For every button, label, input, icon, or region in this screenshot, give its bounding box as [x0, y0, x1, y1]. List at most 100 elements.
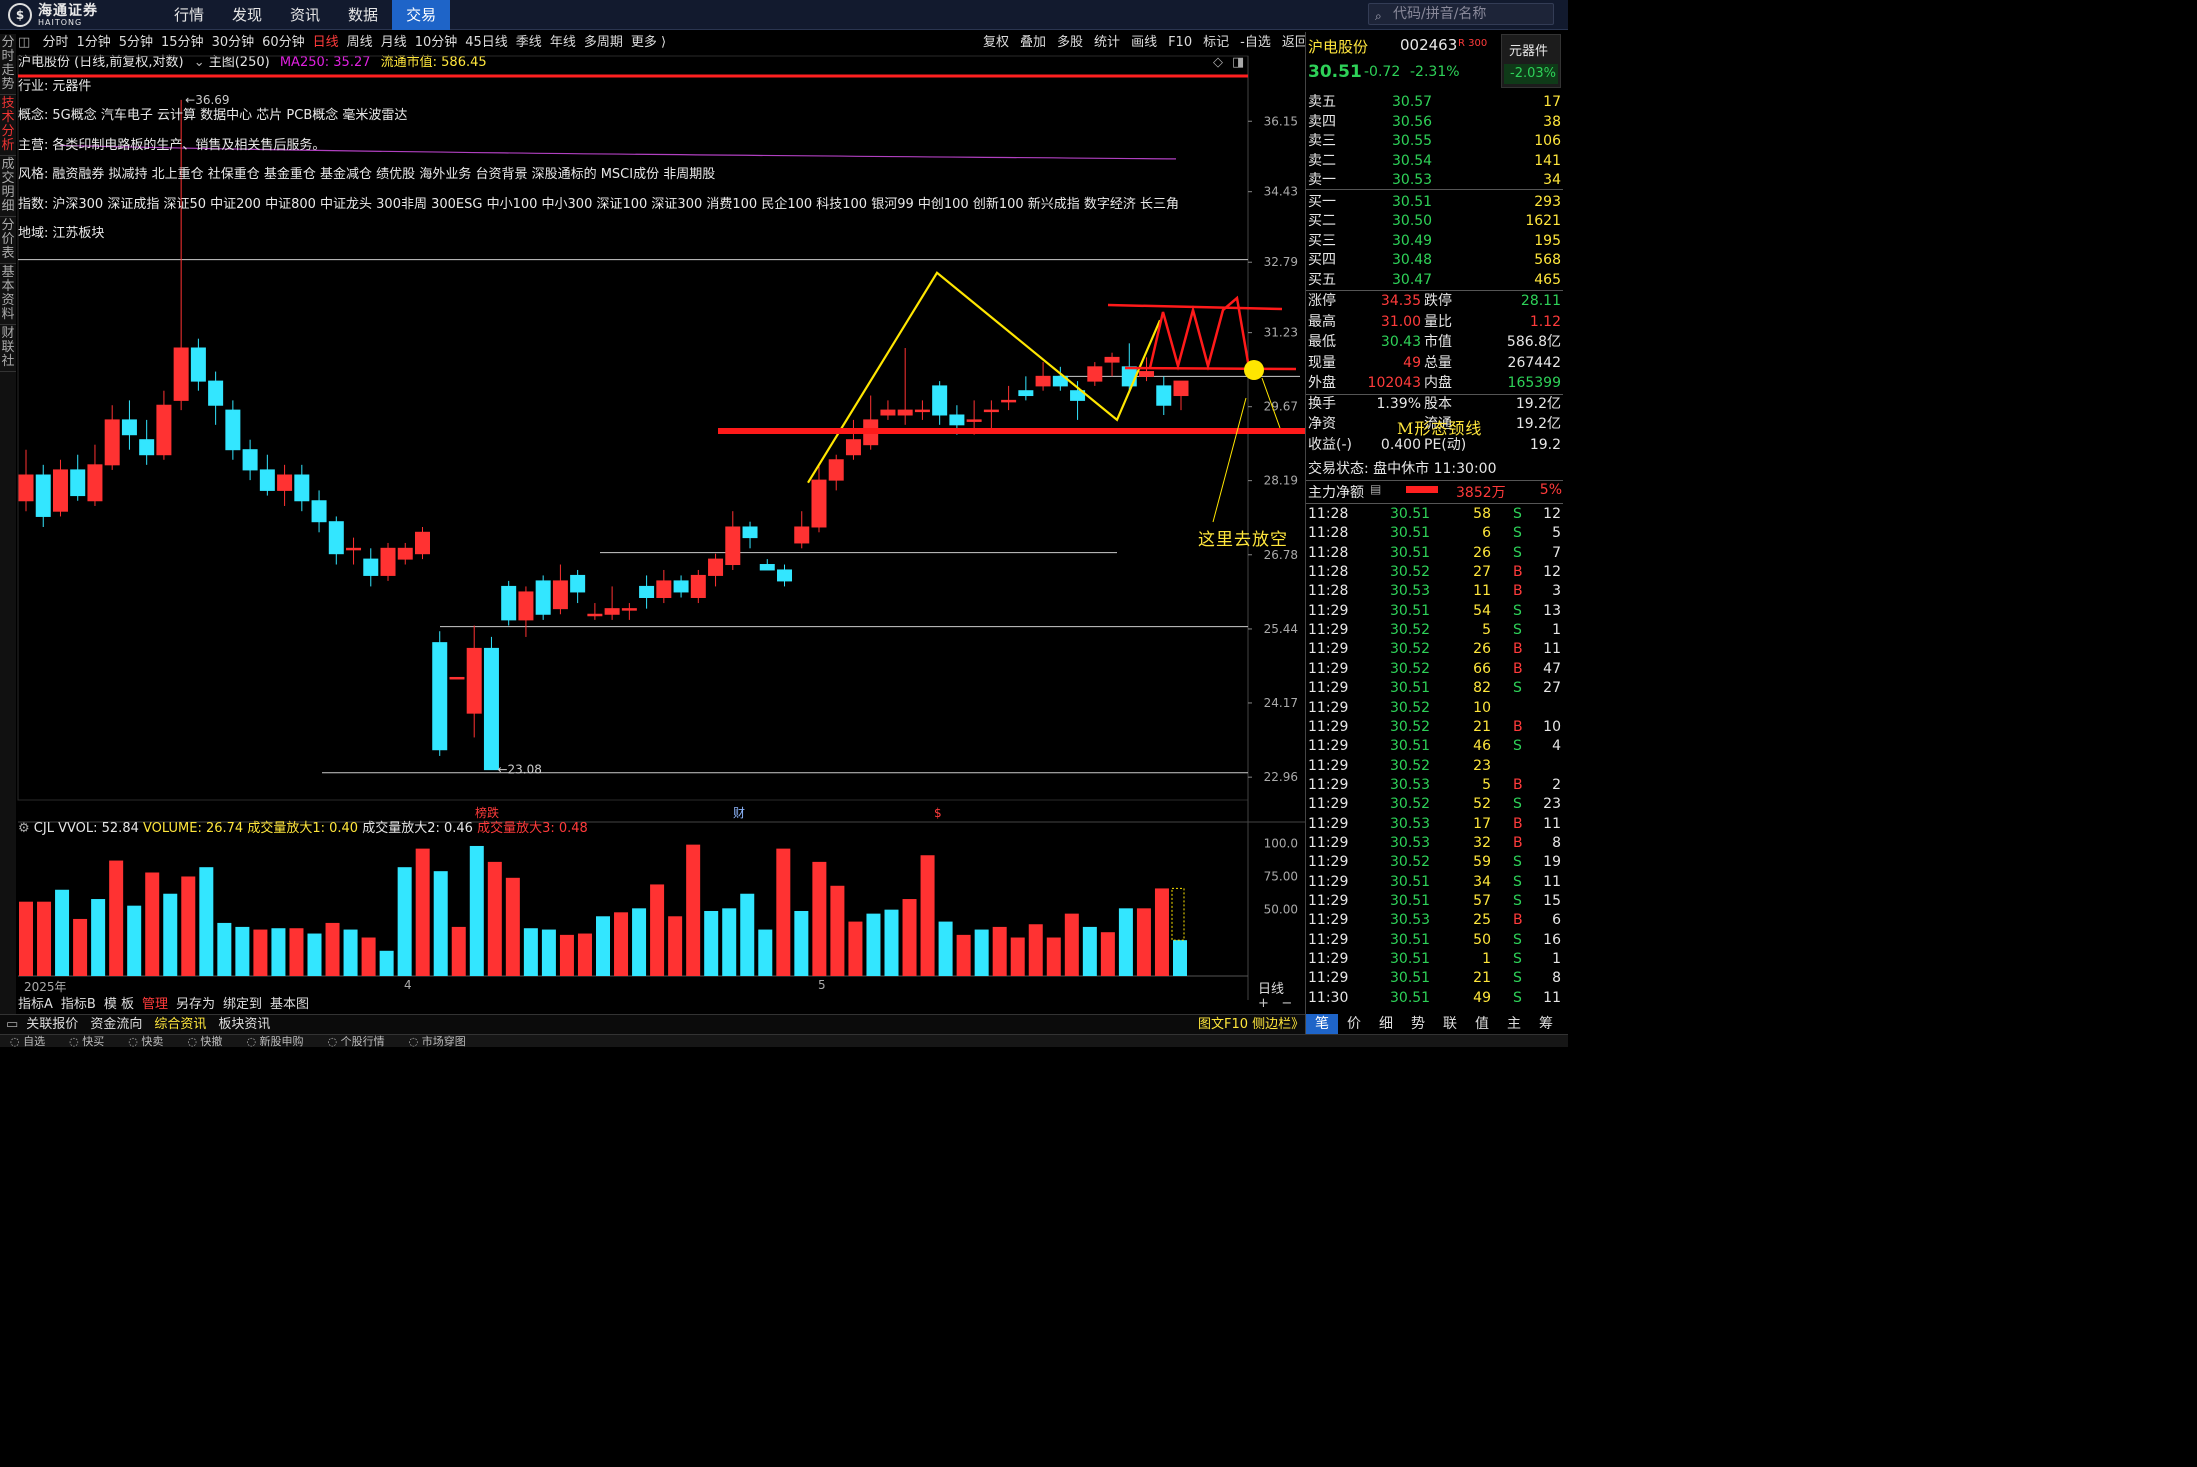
status-item-3[interactable]: ◌ 快撤 — [187, 1035, 223, 1047]
panel-icon[interactable]: ▭ — [6, 1017, 19, 1032]
info-tab-0[interactable]: 关联报价 — [26, 1017, 79, 1032]
indicator-tab-3[interactable]: 管理 — [141, 997, 168, 1012]
volume-axis-label: 50.00 — [1264, 903, 1298, 917]
ask-row[interactable]: 卖三 30.55 106 — [1306, 132, 1563, 152]
period-tab-0[interactable]: 分时 — [42, 35, 69, 50]
detail-tab-3[interactable]: 势 — [1411, 1016, 1425, 1032]
period-tab-11[interactable]: 季线 — [515, 35, 542, 50]
tick-row: 11:28 30.51 26 S 7 — [1306, 544, 1563, 563]
indicator-tab-6[interactable]: 基本图 — [270, 997, 310, 1012]
event-cai[interactable]: 财 — [733, 806, 745, 820]
indicator-tab-1[interactable]: 指标B — [60, 997, 96, 1012]
bid-row[interactable]: 买五 30.47 465 — [1306, 271, 1563, 291]
info-tab-2[interactable]: 综合资讯 — [154, 1017, 207, 1032]
status-item-6[interactable]: ◌ 市场穿图 — [408, 1035, 466, 1047]
period-tab-6[interactable]: 日线 — [312, 35, 339, 50]
detail-tab-0[interactable]: 笔 — [1306, 1014, 1338, 1034]
nav-2[interactable]: 资讯 — [290, 6, 321, 24]
period-tab-12[interactable]: 年线 — [549, 35, 576, 50]
status-item-4[interactable]: ◌ 新股申购 — [246, 1035, 304, 1047]
ask-row[interactable]: 卖五 30.57 17 — [1306, 93, 1563, 113]
period-tab-8[interactable]: 月线 — [380, 35, 407, 50]
detail-tab-5[interactable]: 值 — [1475, 1016, 1489, 1032]
period-tab-13[interactable]: 多周期 — [583, 35, 623, 50]
tool-0[interactable]: 复权 — [983, 35, 1010, 50]
zoom-in-icon[interactable]: + — [1258, 996, 1269, 1011]
stat-value: 30.43 — [1380, 334, 1421, 350]
period-tab-5[interactable]: 60分钟 — [262, 35, 305, 50]
tool-5[interactable]: F10 — [1168, 35, 1193, 50]
indicator-tab-0[interactable]: 指标A — [18, 997, 53, 1012]
nav-4[interactable]: 交易 — [392, 0, 451, 30]
tick-side: B — [1513, 564, 1523, 581]
tool-8[interactable]: 返回 — [1281, 35, 1308, 50]
status-item-2[interactable]: ◌ 快卖 — [128, 1035, 164, 1047]
candle — [845, 419, 861, 460]
nav-3[interactable]: 数据 — [348, 6, 379, 24]
f10-sidebar-link[interactable]: 图文F10 侧边栏》 — [1198, 1017, 1305, 1032]
side-tab-1[interactable]: 技术分析 — [0, 95, 16, 156]
bid-row[interactable]: 买四 30.48 568 — [1306, 251, 1563, 271]
info-tab-3[interactable]: 板块资讯 — [218, 1017, 271, 1032]
ask-row[interactable]: 卖二 30.54 141 — [1306, 152, 1563, 172]
diamond-icon[interactable]: ◇ — [1213, 55, 1223, 70]
detail-tab-4[interactable]: 联 — [1443, 1016, 1457, 1032]
ask-row[interactable]: 卖一 30.53 34 — [1306, 171, 1563, 191]
panel-toggle-icon[interactable]: ◨ — [1232, 55, 1245, 70]
period-tab-3[interactable]: 15分钟 — [161, 35, 204, 50]
search-input[interactable]: ⌕ 代码/拼音/名称 — [1368, 3, 1554, 25]
detail-tab-6[interactable]: 主 — [1507, 1016, 1521, 1032]
status-item-1[interactable]: ◌ 快买 — [69, 1035, 105, 1047]
bid-row[interactable]: 买三 30.49 195 — [1306, 232, 1563, 252]
main-indicator[interactable]: 主图(250) — [208, 55, 270, 70]
tool-3[interactable]: 统计 — [1094, 35, 1121, 50]
status-item-0[interactable]: ◌ 自选 — [10, 1035, 46, 1047]
status-item-5[interactable]: ◌ 个股行情 — [327, 1035, 385, 1047]
detail-tab-2[interactable]: 细 — [1379, 1016, 1393, 1032]
side-tab-0[interactable]: 分时走势 — [0, 34, 16, 95]
event-dollar[interactable]: $ — [934, 806, 942, 820]
side-tab-5[interactable]: 财联社 — [0, 325, 16, 372]
candle — [483, 636, 499, 771]
candle — [1018, 376, 1034, 401]
period-tab-2[interactable]: 5分钟 — [118, 35, 154, 50]
profile-value: 江苏板块 — [52, 225, 105, 241]
tool-2[interactable]: 多股 — [1057, 35, 1084, 50]
ask-row[interactable]: 卖四 30.56 38 — [1306, 113, 1563, 133]
event-bangdie[interactable]: 榜跌 — [475, 805, 499, 820]
layout-toggle-icon[interactable]: ◫ — [18, 35, 31, 50]
side-tab-4[interactable]: 基本资料 — [0, 264, 16, 325]
tick-side: S — [1513, 738, 1522, 755]
period-tab-14[interactable]: 更多 ⟩ — [630, 35, 667, 50]
side-tab-2[interactable]: 成交明细 — [0, 156, 16, 217]
period-tab-9[interactable]: 10分钟 — [414, 35, 458, 50]
period-tab-10[interactable]: 45日线 — [465, 35, 508, 50]
bid-row[interactable]: 买二 30.50 1621 — [1306, 212, 1563, 232]
period-tab-4[interactable]: 30分钟 — [211, 35, 255, 50]
dropdown-circle-icon[interactable]: ⌄ — [193, 55, 205, 70]
stat-row: 涨停 34.35 跌停 28.11 — [1306, 291, 1563, 311]
indicator-tab-5[interactable]: 绑定到 — [223, 997, 263, 1012]
tool-7[interactable]: -自选 — [1240, 35, 1271, 50]
tool-1[interactable]: 叠加 — [1020, 35, 1047, 50]
tool-4[interactable]: 画线 — [1131, 35, 1158, 50]
profile-row: 主营: 各类印制电路板的生产、销售及相关售后服务。 — [18, 135, 1248, 164]
bid-row[interactable]: 买一 30.51 293 — [1306, 193, 1563, 213]
tool-6[interactable]: 标记 — [1203, 35, 1230, 50]
zoom-out-icon[interactable]: − — [1281, 996, 1293, 1011]
nav-1[interactable]: 发现 — [232, 6, 263, 24]
main-flow-icon[interactable]: ▤ — [1370, 482, 1382, 496]
kline-chart[interactable]: 36.15 34.43 32.79 31.23 29.67 28.19 26.78 25.44… — [0, 0, 1305, 1000]
detail-tab-1[interactable]: 价 — [1347, 1016, 1361, 1032]
period-tab-7[interactable]: 周线 — [346, 35, 373, 50]
volume-bar — [505, 877, 520, 976]
indicator-tab-4[interactable]: 另存为 — [175, 997, 215, 1012]
detail-tab-7[interactable]: 筹 — [1539, 1016, 1553, 1032]
info-tab-1[interactable]: 资金流向 — [90, 1017, 143, 1032]
period-tab-1[interactable]: 1分钟 — [76, 35, 111, 50]
nav-0[interactable]: 行情 — [174, 6, 205, 24]
side-tab-3[interactable]: 分价表 — [0, 217, 16, 264]
settings-icon[interactable]: ⚙ — [18, 821, 30, 836]
tick-count: 11 — [1543, 815, 1561, 832]
indicator-tab-2[interactable]: 模 板 — [103, 997, 134, 1012]
